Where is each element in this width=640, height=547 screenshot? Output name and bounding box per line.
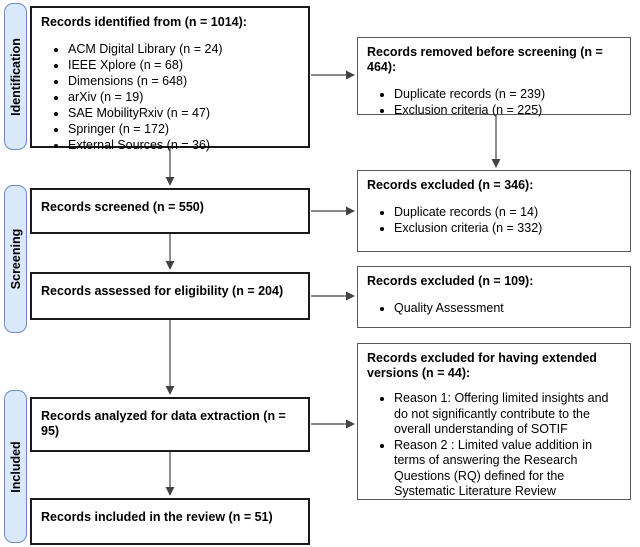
records-excluded-eligibility-list: Quality Assessment xyxy=(358,300,630,316)
box-records-excluded-extended-title: Records excluded for having extended ver… xyxy=(367,351,597,380)
stage-identification-label: Identification xyxy=(8,37,23,116)
box-records-analyzed-title: Records analyzed for data extraction (n … xyxy=(41,409,286,438)
records-identified-list: ACM Digital Library (n = 24) IEEE Xplore… xyxy=(32,41,308,153)
box-records-screened: Records screened (n = 550) xyxy=(30,188,310,234)
list-item: ACM Digital Library (n = 24) xyxy=(68,41,300,57)
box-records-excluded-eligibility-title: Records excluded (n = 109): xyxy=(367,274,534,288)
list-item: Springer (n = 172) xyxy=(68,121,300,137)
box-records-assessed: Records assessed for eligibility (n = 20… xyxy=(30,272,310,320)
list-item: Exclusion criteria (n = 332) xyxy=(394,220,622,236)
box-records-excluded-extended-versions: Records excluded for having extended ver… xyxy=(357,343,631,500)
list-item: Duplicate records (n = 239) xyxy=(394,86,622,102)
box-records-identified: Records identified from (n = 1014): ACM … xyxy=(30,6,310,152)
list-item: Reason 1: Offering limited insights and … xyxy=(394,391,622,438)
box-records-included-title: Records included in the review (n = 51) xyxy=(41,510,273,524)
box-records-included: Records included in the review (n = 51) xyxy=(30,498,310,545)
list-item: Exclusion criteria (n = 225) xyxy=(394,102,622,118)
records-excluded-screening-list: Duplicate records (n = 14) Exclusion cri… xyxy=(358,204,630,236)
list-item: Duplicate records (n = 14) xyxy=(394,204,622,220)
box-records-excluded-eligibility: Records excluded (n = 109): Quality Asse… xyxy=(357,266,631,328)
list-item: Dimensions (n = 648) xyxy=(68,73,300,89)
stage-screening-label: Screening xyxy=(8,228,23,290)
list-item: arXiv (n = 19) xyxy=(68,89,300,105)
list-item: Reason 2 : Limited value addition in ter… xyxy=(394,438,622,500)
stage-included-label: Included xyxy=(8,440,23,493)
box-records-screened-title: Records screened (n = 550) xyxy=(41,200,204,214)
stage-screening: Screening xyxy=(4,185,27,333)
list-item: IEEE Xplore (n = 68) xyxy=(68,57,300,73)
box-records-assessed-title: Records assessed for eligibility (n = 20… xyxy=(41,284,284,298)
records-excluded-extended-list: Reason 1: Offering limited insights and … xyxy=(358,391,630,500)
list-item: SAE MobilityRxiv (n = 47) xyxy=(68,105,300,121)
box-records-excluded-screening: Records excluded (n = 346): Duplicate re… xyxy=(357,170,631,252)
box-records-excluded-screening-title: Records excluded (n = 346): xyxy=(367,178,534,192)
box-records-identified-title: Records identified from (n = 1014): xyxy=(41,15,247,29)
box-records-removed-before-screening: Records removed before screening (n = 46… xyxy=(357,37,631,118)
list-item: Quality Assessment xyxy=(394,300,622,316)
box-records-analyzed: Records analyzed for data extraction (n … xyxy=(30,397,310,452)
records-removed-list: Duplicate records (n = 239) Exclusion cr… xyxy=(358,86,630,118)
box-records-removed-title: Records removed before screening (n = 46… xyxy=(367,45,603,74)
list-item: External Sources (n = 36) xyxy=(68,137,300,153)
stage-identification: Identification xyxy=(4,3,27,150)
stage-included: Included xyxy=(4,390,27,543)
